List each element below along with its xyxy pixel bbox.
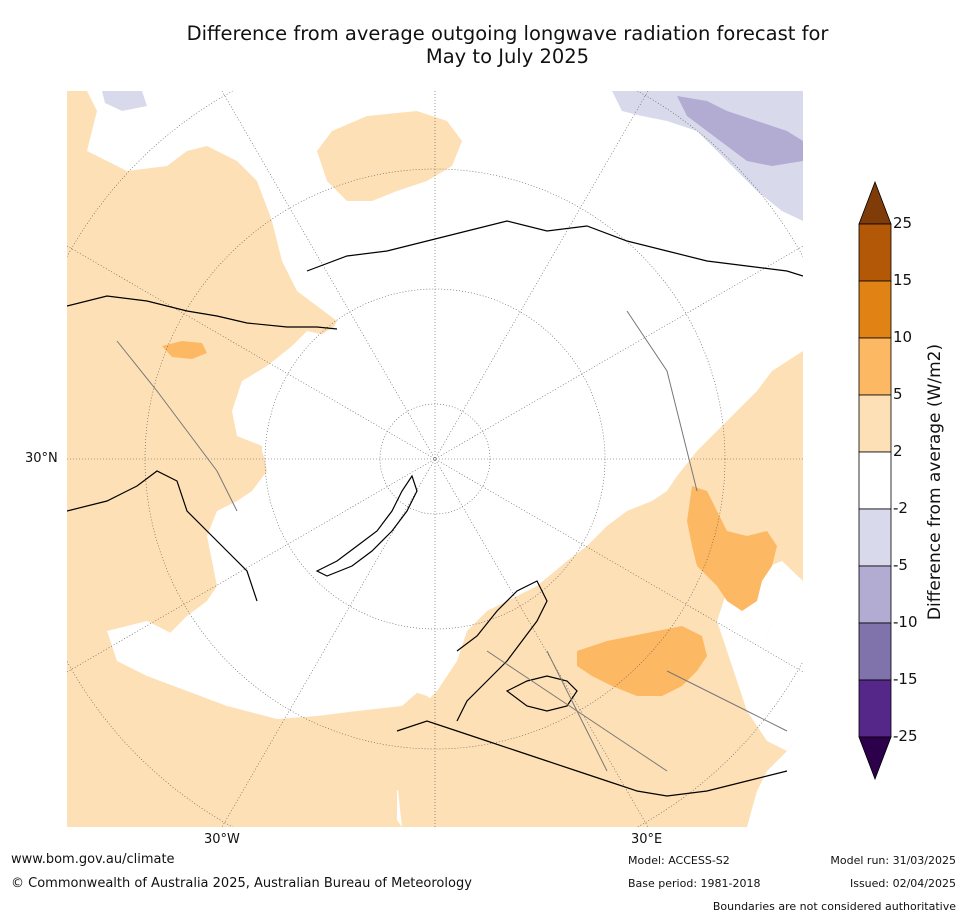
colorbar-segment	[858, 280, 892, 339]
website-link[interactable]: www.bom.gov.au/climate	[11, 852, 175, 867]
colorbar-extend-bottom	[858, 736, 892, 781]
neutral-interior	[262, 256, 682, 596]
colorbar-label: Difference from average (W/m2)	[925, 343, 945, 621]
latitude-label: 30°N	[25, 451, 58, 466]
anomaly-northwest	[122, 176, 282, 306]
anomaly-bering	[317, 111, 462, 201]
model-text: Model: ACCESS-S2	[628, 854, 730, 867]
title-line-2: May to July 2025	[425, 45, 590, 68]
model-run-text: Model run: 31/03/2025	[830, 854, 956, 867]
anomaly-russia-core	[687, 486, 777, 611]
colorbar-segment	[858, 508, 892, 567]
colorbar-segment	[858, 337, 892, 396]
colorbar-tick-label: 5	[893, 385, 903, 403]
colorbar-segment	[858, 679, 892, 738]
white-atlantic-gap	[107, 621, 419, 719]
disclaimer-text: Boundaries are not considered authoritat…	[712, 900, 956, 913]
anomaly-caspian-core	[577, 626, 707, 696]
longitude-label-west: 30°W	[204, 832, 240, 847]
coastlines	[67, 220, 803, 797]
colorbar-tick-label: 25	[893, 214, 913, 232]
anomaly-pacific-strong-negative	[677, 96, 803, 166]
colorbar-tick-label: -15	[893, 670, 918, 688]
colorbar-extend-top	[858, 180, 892, 225]
colorbar-tick-label: -5	[893, 556, 908, 574]
colorbar-segment	[858, 394, 892, 453]
chart-title: Difference from average outgoing longwav…	[60, 22, 955, 68]
anomaly-north-america-core	[162, 341, 207, 359]
colorbar-tick-label: -2	[893, 499, 908, 517]
longitude-label-east: 30°E	[631, 832, 663, 847]
copyright-text: © Commonwealth of Australia 2025, Austra…	[11, 876, 472, 891]
anomaly-europe-asia	[397, 201, 803, 827]
country-borders	[116, 310, 788, 772]
colorbar-tick-label: 10	[893, 328, 913, 346]
colorbar-segment	[858, 223, 892, 282]
issued-text: Issued: 02/04/2025	[849, 877, 956, 890]
colorbar-segment	[858, 451, 892, 510]
colorbar-tick-label: 15	[893, 271, 913, 289]
colorbar-tick-label: -10	[893, 613, 918, 631]
anomaly-top-left-negative	[102, 91, 147, 111]
title-line-1: Difference from average outgoing longwav…	[186, 22, 829, 45]
polar-map	[67, 91, 803, 827]
colorbar	[858, 180, 892, 781]
colorbar-tick-label: -25	[893, 727, 918, 745]
graticule	[67, 91, 803, 827]
colorbar-segment	[858, 622, 892, 681]
base-period-text: Base period: 1981-2018	[628, 877, 761, 890]
colorbar-segment	[858, 565, 892, 624]
colorbar-tick-label: 2	[893, 442, 903, 460]
